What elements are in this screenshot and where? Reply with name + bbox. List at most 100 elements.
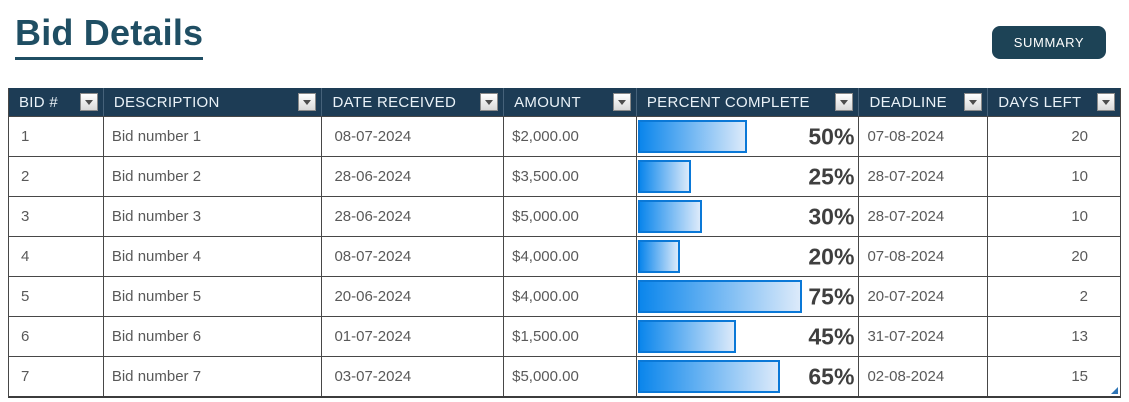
cell-days-left[interactable]: 15 — [1071, 368, 1089, 385]
chevron-down-icon — [1102, 99, 1110, 105]
column-header-label: DATE RECEIVED — [332, 93, 457, 111]
table-row: 2 Bid number 2 28-06-2024 $3,500.00 25% 28-07… — [9, 156, 1120, 196]
cell-bid-number[interactable]: 4 — [9, 237, 104, 276]
percent-complete-value: 25% — [808, 163, 855, 189]
cell-deadline[interactable]: 28-07-2024 — [859, 157, 989, 196]
cell-deadline[interactable]: 31-07-2024 — [859, 317, 989, 356]
cell-amount[interactable]: $5,000.00 — [504, 357, 637, 396]
cell-description[interactable]: Bid number 2 — [104, 157, 323, 196]
column-header-label: DEADLINE — [869, 93, 947, 111]
table-row: 4 Bid number 4 08-07-2024 $4,000.00 20% 07-08… — [9, 236, 1120, 276]
cell-date-received[interactable]: 01-07-2024 — [322, 317, 505, 356]
column-header-days-left: DAYS LEFT — [988, 88, 1120, 116]
cell-amount[interactable]: $1,500.00 — [504, 317, 637, 356]
cell-days-left[interactable]: 10 — [1071, 208, 1089, 225]
cell-days-left[interactable]: 10 — [1071, 168, 1089, 185]
cell-percent-complete[interactable]: 25% — [637, 157, 860, 196]
filter-button-date-received[interactable] — [480, 93, 499, 111]
chevron-down-icon — [303, 99, 312, 105]
column-header-label: PERCENT COMPLETE — [646, 93, 810, 111]
cell-bid-number[interactable]: 5 — [9, 277, 104, 316]
percent-complete-value: 65% — [808, 363, 855, 389]
cell-bid-number[interactable]: 1 — [9, 117, 104, 156]
cell-amount[interactable]: $4,000.00 — [504, 237, 637, 276]
percent-complete-data-bar — [637, 120, 747, 153]
table-header-row: BID # DESCRIPTION DATE RECEIVED AMOUNT PERCE… — [9, 88, 1120, 116]
cell-bid-number[interactable]: 2 — [9, 157, 104, 196]
cell-bid-number[interactable]: 7 — [9, 357, 104, 396]
percent-complete-data-bar — [637, 360, 780, 393]
bid-details-table: BID # DESCRIPTION DATE RECEIVED AMOUNT PERCE… — [8, 88, 1121, 398]
cell-deadline[interactable]: 28-07-2024 — [859, 197, 989, 236]
filter-button-bid[interactable] — [79, 93, 98, 111]
cell-date-received[interactable]: 08-07-2024 — [322, 237, 505, 276]
cell-amount[interactable]: $5,000.00 — [504, 197, 637, 236]
filter-button-percent-complete[interactable] — [835, 93, 854, 111]
cell-percent-complete[interactable]: 45% — [637, 317, 860, 356]
cell-description[interactable]: Bid number 3 — [104, 197, 323, 236]
cell-bid-number[interactable]: 3 — [9, 197, 104, 236]
percent-complete-data-bar — [637, 320, 736, 353]
table-row: 5 Bid number 5 20-06-2024 $4,000.00 75% 20-07… — [9, 276, 1120, 316]
percent-complete-data-bar — [637, 160, 692, 193]
cell-deadline[interactable]: 20-07-2024 — [859, 277, 989, 316]
cell-date-received[interactable]: 03-07-2024 — [322, 357, 505, 396]
table-row: 3 Bid number 3 28-06-2024 $5,000.00 30% 28-07… — [9, 196, 1120, 236]
percent-complete-value: 45% — [808, 323, 855, 349]
column-header-description: DESCRIPTION — [104, 88, 323, 116]
cell-percent-complete[interactable]: 50% — [637, 117, 860, 156]
column-header-label: BID # — [19, 93, 59, 111]
cell-days-left[interactable]: 20 — [1071, 128, 1089, 145]
cell-date-received[interactable]: 20-06-2024 — [322, 277, 505, 316]
column-header-percent-complete: PERCENT COMPLETE — [637, 88, 860, 116]
chevron-down-icon — [840, 99, 849, 105]
cell-percent-complete[interactable]: 65% — [637, 357, 860, 396]
cell-days-left[interactable]: 20 — [1071, 248, 1089, 265]
cell-days-left[interactable]: 13 — [1071, 328, 1089, 345]
cell-date-received[interactable]: 28-06-2024 — [322, 197, 505, 236]
percent-complete-value: 75% — [808, 283, 855, 309]
filter-button-deadline[interactable] — [964, 93, 983, 111]
chevron-down-icon — [485, 99, 494, 105]
cell-description[interactable]: Bid number 4 — [104, 237, 323, 276]
cell-date-received[interactable]: 28-06-2024 — [322, 157, 505, 196]
column-header-deadline: DEADLINE — [859, 88, 989, 116]
page-title: Bid Details — [15, 12, 204, 60]
cell-amount[interactable]: $3,500.00 — [504, 157, 637, 196]
column-header-label: AMOUNT — [514, 93, 581, 111]
chevron-down-icon — [969, 99, 978, 105]
cell-description[interactable]: Bid number 5 — [104, 277, 323, 316]
percent-complete-data-bar — [637, 280, 803, 313]
filter-button-amount[interactable] — [612, 93, 631, 111]
table-row: 1 Bid number 1 08-07-2024 $2,000.00 50% 07-08… — [9, 116, 1120, 156]
filter-button-days-left[interactable] — [1097, 93, 1115, 111]
cell-amount[interactable]: $2,000.00 — [504, 117, 637, 156]
cell-deadline[interactable]: 02-08-2024 — [859, 357, 989, 396]
cell-description[interactable]: Bid number 7 — [104, 357, 323, 396]
summary-button[interactable]: SUMMARY — [992, 26, 1106, 59]
column-header-bid: BID # — [9, 88, 104, 116]
table-row: 7 Bid number 7 03-07-2024 $5,000.00 65% 02-08… — [9, 356, 1120, 396]
cell-date-received[interactable]: 08-07-2024 — [322, 117, 505, 156]
cell-percent-complete[interactable]: 30% — [637, 197, 860, 236]
percent-complete-data-bar — [637, 200, 703, 233]
cell-percent-complete[interactable]: 75% — [637, 277, 860, 316]
percent-complete-value: 50% — [808, 123, 855, 149]
column-header-label: DESCRIPTION — [113, 93, 220, 111]
percent-complete-value: 20% — [808, 243, 855, 269]
filter-button-description[interactable] — [298, 93, 317, 111]
column-header-amount: AMOUNT — [504, 88, 637, 116]
table-resize-handle[interactable] — [1111, 387, 1118, 394]
cell-deadline[interactable]: 07-08-2024 — [859, 237, 989, 276]
column-header-label: DAYS LEFT — [998, 93, 1082, 111]
cell-description[interactable]: Bid number 6 — [104, 317, 323, 356]
chevron-down-icon — [84, 99, 93, 105]
cell-bid-number[interactable]: 6 — [9, 317, 104, 356]
cell-days-left[interactable]: 2 — [1079, 288, 1089, 305]
cell-description[interactable]: Bid number 1 — [104, 117, 323, 156]
cell-deadline[interactable]: 07-08-2024 — [859, 117, 989, 156]
cell-percent-complete[interactable]: 20% — [637, 237, 860, 276]
cell-amount[interactable]: $4,000.00 — [504, 277, 637, 316]
table-body: 1 Bid number 1 08-07-2024 $2,000.00 50% 07-08… — [9, 116, 1120, 396]
